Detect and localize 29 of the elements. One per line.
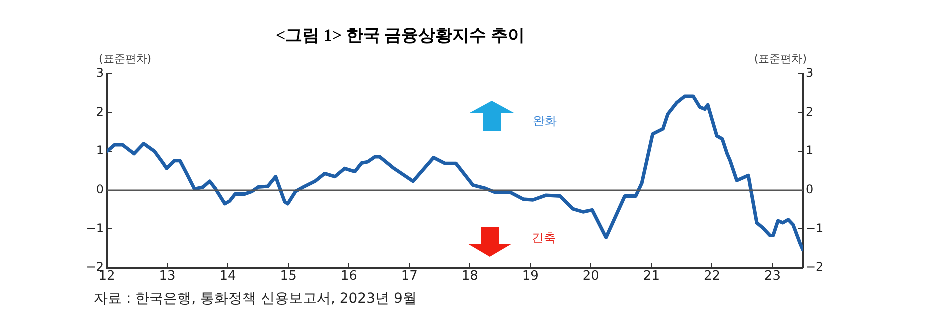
- text: 자료 : 한국은행, 통화정책 신용보고서, 2023년 9월: [93, 290, 418, 308]
- y-axis-title: (표준편차): [99, 52, 152, 66]
- chart-title: <그림 1> 한국 금융상황지수 추이: [275, 25, 526, 47]
- y-tick-label: 0: [96, 182, 104, 197]
- x-tick-label: 21: [643, 269, 660, 284]
- x-tick-label: 20: [582, 269, 600, 284]
- y2-axis-title: (표준편차): [754, 52, 807, 66]
- y-tick-label: 3: [96, 66, 104, 80]
- x-tick-label: 16: [340, 269, 358, 284]
- x-tick-label: 23: [764, 269, 782, 284]
- y2-tick-label: −1: [806, 221, 824, 236]
- y2-tick-label: 3: [806, 66, 814, 80]
- x-tick-label: 22: [704, 269, 720, 284]
- y2-tick-label: 2: [806, 104, 814, 119]
- x-tick-label: 19: [522, 269, 539, 284]
- annotation: 완화: [533, 113, 557, 130]
- x-tick-label: 13: [159, 269, 176, 284]
- x-tick-label: 14: [220, 269, 236, 284]
- y2-tick-label: −2: [806, 260, 824, 274]
- y2-tick-label: 1: [806, 144, 814, 158]
- x-tick-label: 18: [462, 269, 478, 284]
- y-tick-label: −1: [86, 221, 104, 236]
- y-tick-label: 1: [96, 144, 104, 158]
- y2-tick-label: 0: [806, 182, 814, 197]
- x-tick-label: 17: [401, 269, 418, 284]
- x-tick-label: 12: [98, 269, 116, 284]
- y-tick-label: 2: [96, 104, 104, 119]
- annotation: 긴축: [532, 230, 556, 247]
- x-tick-label: 15: [280, 269, 297, 284]
